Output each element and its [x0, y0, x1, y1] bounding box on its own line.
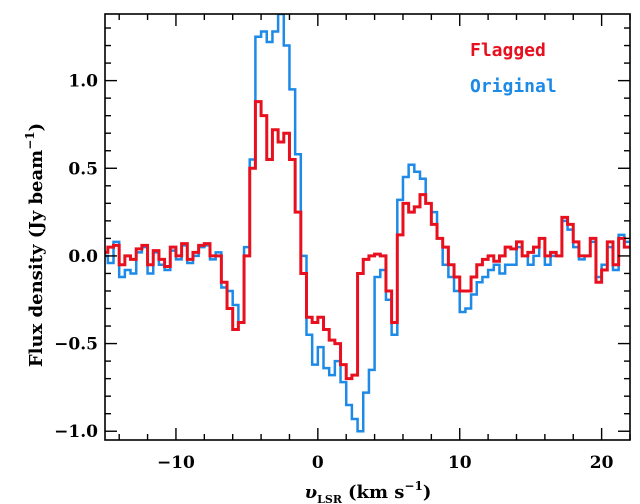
x-axis-title-sub: LSR: [317, 493, 343, 504]
x-tick-label: 0: [312, 453, 324, 473]
y-axis-title-exp: −1: [23, 131, 37, 149]
y-axis-title-main: Flux density (Jy beam: [26, 150, 47, 367]
x-tick-label: −10: [157, 453, 195, 473]
x-axis-title: υLSR (km s−1): [305, 479, 432, 504]
y-tick-label: 1.0: [68, 72, 98, 92]
x-axis-title-main: υ: [305, 482, 318, 503]
x-tick-label: 10: [448, 453, 472, 473]
x-axis-title-units: (km s: [348, 482, 404, 503]
x-axis-title-close: ): [423, 482, 432, 503]
x-axis-title-exp: −1: [404, 479, 422, 493]
y-tick-label: −0.5: [54, 335, 98, 355]
x-tick-label: 20: [590, 453, 614, 473]
y-axis-title: Flux density (Jy beam−1): [23, 123, 47, 367]
series-line-flagged: [102, 102, 630, 379]
y-axis-title-close: ): [26, 123, 47, 132]
legend-flagged: Flagged: [470, 40, 546, 61]
y-tick-label: 0.0: [68, 247, 98, 267]
y-tick-label: 0.5: [68, 159, 98, 179]
legend-original: Original: [470, 76, 557, 97]
y-tick-label: −1.0: [54, 422, 98, 442]
